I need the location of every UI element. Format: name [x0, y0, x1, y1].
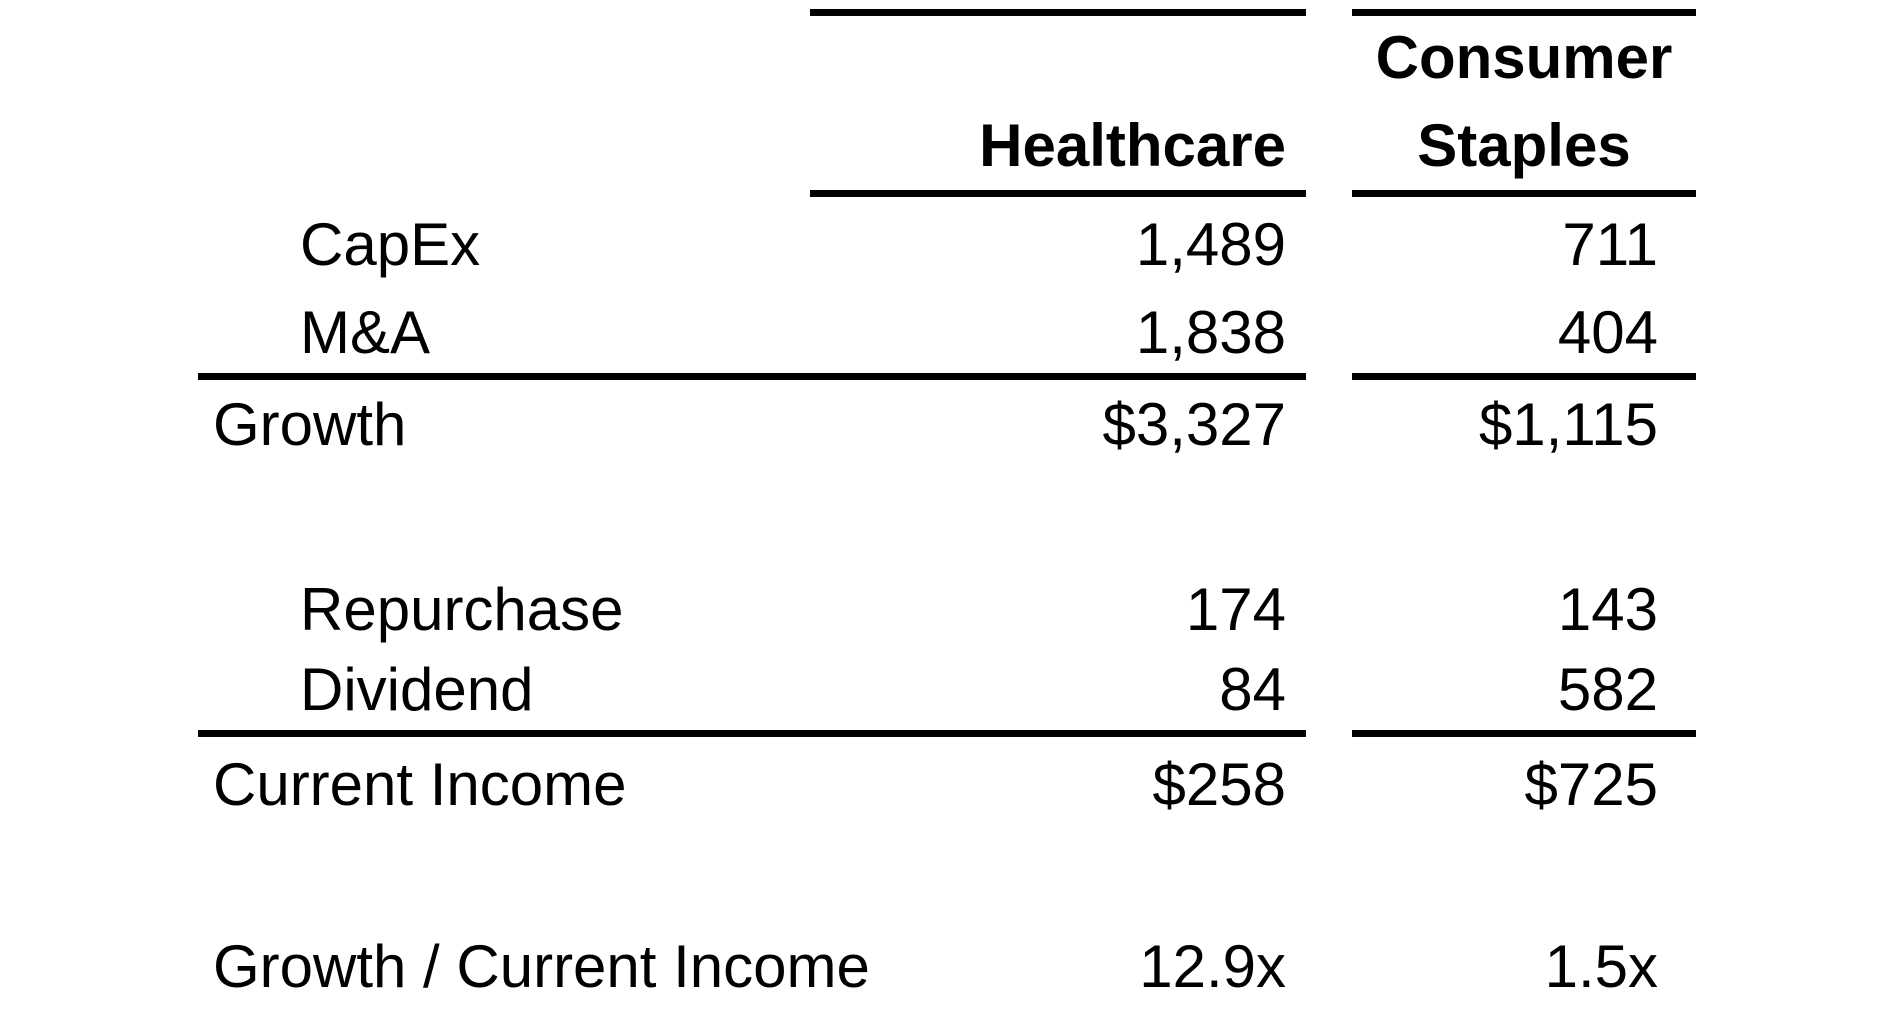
healthcare-value: 84: [810, 649, 1306, 737]
healthcare-value: $3,327: [1102, 391, 1286, 458]
column-header-consumer-staples: Consumer Staples: [1352, 9, 1696, 197]
healthcare-value: 12.9x: [1139, 933, 1286, 1000]
consumer-staples-value: 711: [1562, 211, 1658, 278]
table-row-dividend: Dividend 84 582: [198, 649, 1696, 737]
consumer-staples-header-line2: Staples: [1417, 112, 1631, 179]
healthcare-header-label: Healthcare: [979, 112, 1286, 179]
row-label: M&A: [198, 292, 810, 380]
table-row-growth-to-current-income-ratio: Growth / Current Income 12.9x 1.5x: [198, 923, 1696, 1011]
consumer-staples-value: $1,115: [1478, 391, 1658, 458]
table-header-row: Healthcare Consumer Staples: [198, 9, 1696, 197]
healthcare-value: $258: [1152, 751, 1286, 818]
row-label: Growth / Current Income: [213, 933, 870, 1000]
healthcare-value: 174: [1185, 576, 1286, 643]
consumer-staples-value: 143: [1557, 576, 1658, 643]
row-label: Repurchase: [300, 576, 624, 643]
table-row-current-income-subtotal: Current Income $258 $725: [198, 741, 1696, 829]
consumer-staples-value: $725: [1524, 751, 1658, 818]
column-header-healthcare: Healthcare: [810, 9, 1306, 197]
healthcare-value: 1,489: [1135, 211, 1286, 278]
consumer-staples-value: 404: [1352, 292, 1696, 380]
column-gap: [1306, 9, 1352, 197]
table-row-repurchase: Repurchase 174 143: [198, 566, 1696, 654]
table-row-capex: CapEx 1,489 711: [198, 201, 1696, 289]
consumer-staples-value: 1.5x: [1544, 933, 1658, 1000]
header-spacer: [198, 9, 810, 197]
consumer-staples-header-line1: Consumer: [1375, 24, 1673, 91]
table-row-growth-subtotal: Growth $3,327 $1,115: [198, 381, 1696, 469]
healthcare-value: 1,838: [810, 292, 1306, 380]
row-label: Growth: [213, 391, 407, 458]
row-label: Current Income: [213, 751, 627, 818]
consumer-staples-value: 582: [1352, 649, 1696, 737]
row-label: Dividend: [198, 649, 810, 737]
table-row-ma: M&A 1,838 404: [198, 292, 1696, 380]
row-label: CapEx: [300, 211, 481, 278]
